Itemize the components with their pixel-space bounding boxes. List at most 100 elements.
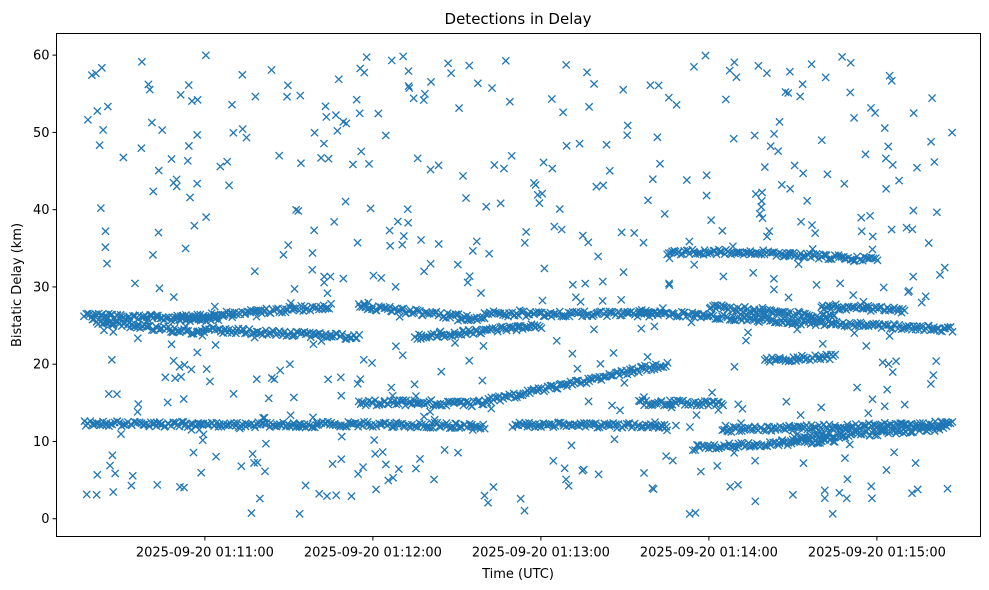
data-point-marker	[584, 397, 593, 406]
data-point-marker	[757, 202, 766, 212]
data-point-marker	[360, 299, 369, 308]
data-point-marker	[816, 436, 825, 446]
data-point-marker	[725, 66, 734, 75]
data-point-marker	[294, 206, 303, 216]
data-point-marker	[92, 419, 101, 428]
data-point-marker	[872, 424, 881, 433]
data-point-marker	[286, 411, 295, 420]
data-point-marker	[750, 131, 759, 140]
data-point-marker	[926, 379, 935, 389]
data-point-marker	[83, 115, 92, 124]
data-point-marker	[807, 60, 816, 69]
data-point-marker	[660, 209, 669, 218]
data-point-marker	[582, 68, 592, 77]
data-point-marker	[458, 171, 468, 181]
data-point-marker	[130, 322, 139, 331]
data-point-marker	[283, 81, 292, 90]
data-point-marker	[181, 322, 190, 331]
data-point-marker	[186, 314, 195, 323]
data-point-marker	[887, 76, 896, 85]
data-point-marker	[483, 498, 493, 507]
data-point-marker	[781, 88, 790, 97]
data-point-marker	[324, 375, 333, 384]
data-point-marker	[306, 306, 315, 315]
data-point-marker	[336, 421, 345, 430]
data-point-marker	[156, 420, 165, 429]
data-point-marker	[372, 485, 381, 494]
data-point-marker	[643, 196, 653, 205]
data-point-marker	[189, 448, 198, 457]
data-point-marker	[887, 225, 896, 234]
data-point-marker	[816, 318, 825, 327]
data-point-marker	[584, 238, 593, 247]
data-point-marker	[856, 255, 865, 264]
data-point-marker	[534, 384, 543, 393]
data-point-marker	[172, 182, 181, 191]
data-point-marker	[929, 371, 938, 380]
data-point-marker	[689, 62, 699, 71]
data-point-marker	[108, 451, 117, 460]
data-point-marker	[147, 310, 156, 319]
data-point-marker	[680, 308, 689, 317]
data-point-marker	[341, 197, 350, 206]
data-point-marker	[737, 419, 746, 428]
data-point-marker	[355, 109, 364, 118]
data-point-marker	[163, 398, 172, 407]
data-point-marker	[880, 402, 889, 411]
data-point-marker	[609, 348, 618, 357]
data-point-marker	[429, 475, 439, 484]
data-point-marker	[765, 227, 774, 236]
data-point-marker	[478, 376, 487, 385]
data-point-marker	[751, 309, 760, 318]
data-point-marker	[555, 204, 564, 214]
data-point-marker	[238, 125, 247, 134]
data-point-marker	[729, 316, 738, 325]
x-axis-ticks: 2025-09-20 01:11:00 2025-09-20 01:12:00 20…	[136, 536, 946, 561]
data-point-marker	[168, 328, 177, 337]
x-tick-label: 2025-09-20 01:11:00	[136, 546, 274, 561]
data-point-marker	[553, 384, 562, 393]
data-point-marker	[703, 441, 712, 450]
data-point-marker	[650, 322, 659, 331]
data-point-marker	[924, 238, 933, 248]
data-point-marker	[824, 255, 833, 264]
data-point-marker	[107, 355, 116, 364]
data-point-marker	[766, 142, 775, 151]
data-point-marker	[559, 108, 568, 117]
data-point-marker	[714, 405, 723, 414]
data-point-marker	[589, 325, 599, 334]
data-point-marker	[482, 202, 491, 211]
data-point-marker	[826, 302, 835, 311]
data-point-marker	[444, 59, 453, 68]
data-point-marker	[250, 333, 259, 342]
data-point-marker	[539, 158, 548, 167]
data-point-marker	[253, 420, 262, 429]
data-point-marker	[465, 272, 474, 281]
data-point-marker	[308, 248, 317, 258]
data-point-marker	[348, 160, 358, 169]
data-point-marker	[499, 164, 509, 173]
data-point-marker	[238, 70, 247, 79]
data-point-marker	[907, 428, 916, 437]
data-point-marker	[322, 112, 331, 122]
data-point-marker	[197, 468, 206, 477]
data-point-marker	[664, 279, 674, 288]
data-point-marker	[184, 81, 193, 90]
data-point-marker	[657, 397, 666, 406]
data-point-marker	[255, 494, 264, 503]
data-point-marker	[279, 250, 288, 259]
data-point-marker	[171, 374, 180, 383]
data-point-marker	[888, 160, 897, 169]
y-tick-label: 10	[33, 435, 50, 450]
data-point-marker	[426, 407, 435, 416]
data-point-marker	[103, 102, 112, 111]
data-point-marker	[413, 399, 422, 408]
data-point-marker	[488, 324, 497, 333]
data-point-marker	[607, 401, 617, 410]
data-point-marker	[515, 306, 524, 315]
data-point-marker	[354, 469, 363, 479]
data-point-marker	[651, 360, 660, 369]
data-point-marker	[399, 231, 408, 241]
data-point-marker	[881, 154, 890, 163]
data-point-marker	[367, 358, 377, 367]
